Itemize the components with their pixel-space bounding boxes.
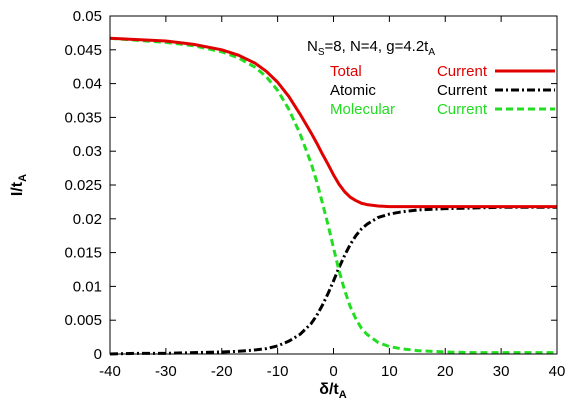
y-tick-label: 0.01 (73, 278, 102, 295)
y-tick-label: 0.025 (64, 177, 102, 194)
x-axis-label: δ/tA (319, 381, 346, 401)
y-tick-label: 0.04 (73, 76, 102, 93)
y-tick-label: 0.035 (64, 109, 102, 126)
x-tick-label: -30 (155, 363, 177, 380)
x-tick-label: 0 (329, 363, 337, 380)
y-axis-label-sub: A (17, 174, 29, 182)
y-tick-label: 0.005 (64, 312, 102, 329)
legend-atomic-label: Atomic (330, 82, 376, 99)
legend-molecular-current: Current (437, 101, 488, 118)
x-axis-label-sub: A (339, 389, 347, 401)
series-total-line (109, 36, 557, 209)
legend-molecular-label: Molecular (330, 101, 395, 118)
plot-frame (109, 15, 558, 355)
series-atomic-line (109, 205, 557, 356)
x-tick-label: -20 (211, 363, 233, 380)
y-tick-label: 0.015 (64, 245, 102, 262)
legend-total-label: Total (330, 63, 362, 80)
y-axis-label: I/tA (9, 174, 29, 196)
y-tick-label: 0.05 (73, 8, 102, 25)
legend: Total Current Atomic Current Molecular C… (330, 63, 555, 118)
x-tick-label: 40 (549, 363, 566, 380)
y-tick-label: 0 (94, 346, 102, 363)
y-tick-label: 0.02 (73, 211, 102, 228)
x-tick-label: -40 (99, 363, 121, 380)
x-tick-label: 10 (381, 363, 398, 380)
parameters-annotation: NS=8, N=4, g=4.2tA (307, 38, 435, 58)
x-tick-label: -10 (267, 363, 289, 380)
x-tick-label: 30 (493, 363, 510, 380)
x-tick-label: 20 (437, 363, 454, 380)
y-tick-label: 0.045 (64, 42, 102, 59)
legend-total-current: Current (437, 63, 488, 80)
y-tick-label: 0.03 (73, 143, 102, 160)
legend-atomic-current: Current (437, 82, 488, 99)
series-molecular-line (109, 36, 557, 355)
